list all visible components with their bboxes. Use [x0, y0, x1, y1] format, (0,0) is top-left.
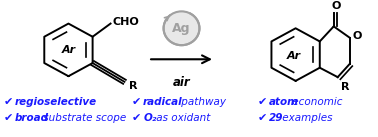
Text: Ag: Ag: [172, 22, 191, 35]
Text: R: R: [130, 81, 138, 91]
Text: ✔: ✔: [132, 97, 142, 107]
Text: radical: radical: [143, 97, 183, 107]
Text: examples: examples: [279, 113, 332, 123]
Text: O: O: [331, 1, 341, 11]
Text: O₂: O₂: [143, 113, 156, 123]
Text: R: R: [341, 82, 349, 92]
Text: air: air: [173, 76, 191, 89]
Text: atom: atom: [269, 97, 299, 107]
Text: broad: broad: [15, 113, 49, 123]
Text: substrate scope: substrate scope: [40, 113, 126, 123]
Text: economic: economic: [289, 97, 342, 107]
Circle shape: [164, 11, 200, 45]
Text: Ar: Ar: [287, 52, 301, 62]
Text: 29: 29: [269, 113, 283, 123]
Text: ✔: ✔: [4, 97, 13, 107]
Text: ✔: ✔: [132, 113, 142, 123]
Text: regioselective: regioselective: [15, 97, 97, 107]
Text: ✔: ✔: [258, 97, 267, 107]
Text: O: O: [353, 31, 363, 41]
Text: ✔: ✔: [258, 113, 267, 123]
Text: pathway: pathway: [178, 97, 226, 107]
Text: CHO: CHO: [113, 17, 139, 27]
Text: ✔: ✔: [4, 113, 13, 123]
Text: Ar: Ar: [61, 45, 76, 55]
Text: as oxidant: as oxidant: [153, 113, 211, 123]
